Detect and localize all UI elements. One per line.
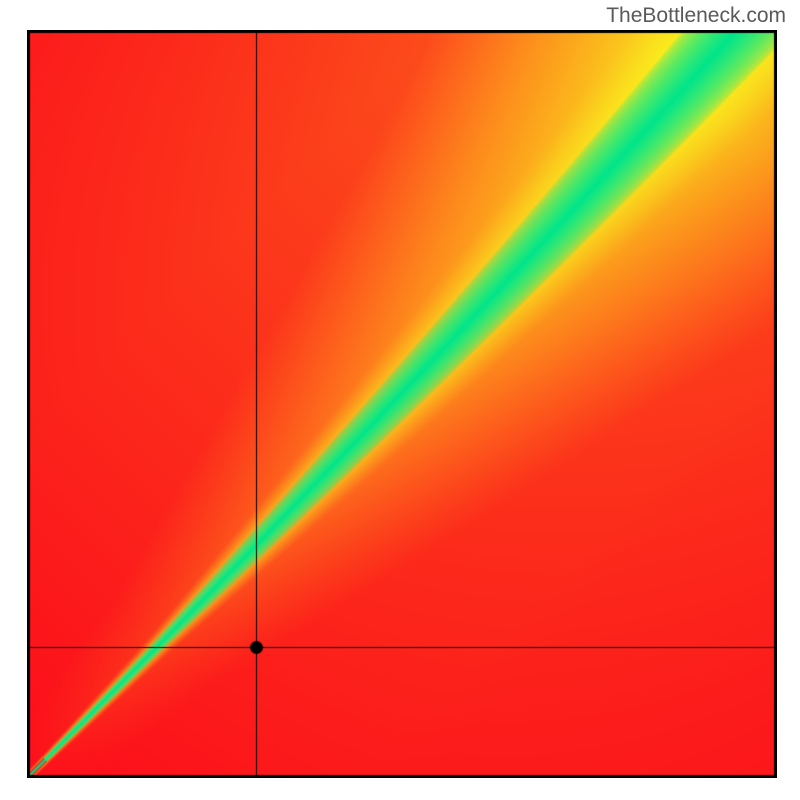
plot-frame (27, 30, 777, 778)
heatmap-canvas (27, 30, 777, 778)
chart-container: TheBottleneck.com (0, 0, 800, 800)
watermark-text: TheBottleneck.com (606, 4, 786, 28)
